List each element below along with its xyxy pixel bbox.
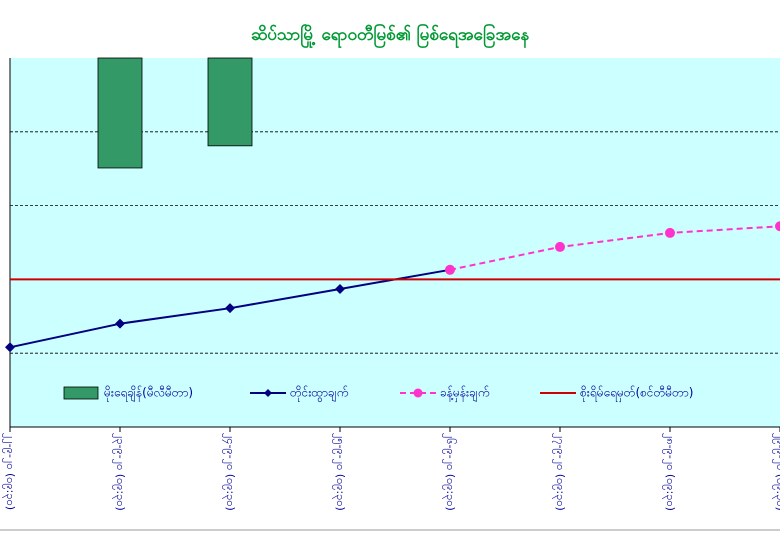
x-tick-label: ၂၈-၉-၂၀ (၀၉:၃၀) (662, 433, 677, 511)
marker (5, 342, 15, 353)
bar (207, 57, 253, 147)
marker (445, 264, 455, 275)
legend-label: စိုးရိမ်ရေမှတ်(စင်တီမီတာ) (580, 385, 693, 403)
legend-marker (264, 389, 272, 397)
x-tick-label: ၂၄-၉-၂၀ (၀၉:၃၀) (222, 433, 237, 511)
marker (335, 283, 345, 294)
legend-swatch (63, 386, 99, 400)
x-tick-label: ၂၆-၉-၂၀ (၀၉:၃၀) (442, 433, 457, 511)
legend-marker (413, 388, 423, 398)
x-tick-label: ၂၂-၉-၂၀ (၀၉:၃၀) (2, 433, 17, 510)
marker (225, 303, 235, 314)
marker (555, 241, 565, 252)
x-tick-label: ၂၇-၉-၂၀ (၀၉:၃၀) (552, 433, 567, 511)
x-tick-label: ၂၉-၉-၂၀ (၀၉:၃၀) (772, 433, 780, 511)
marker (665, 227, 675, 238)
marker (115, 318, 125, 329)
x-tick-label: ၂၅-၉-၂၀ (၀၉:၃၀) (332, 433, 347, 511)
legend-label: ခန့်မှန်းချက် (440, 385, 489, 403)
legend-label: မိုးရေချိန်(မီလီမီတာ) (104, 385, 193, 403)
marker (775, 221, 780, 232)
chart-title: ဆိပ်သာမြို့ ရောဝတီမြစ်၏ မြစ်ရေအခြေအနေ (251, 22, 529, 49)
legend-label: တိုင်းထွာချက် (290, 385, 348, 403)
x-tick-label: ၂၃-၉-၂၀ (၀၉:၃၀) (112, 433, 127, 511)
bar (97, 57, 143, 169)
